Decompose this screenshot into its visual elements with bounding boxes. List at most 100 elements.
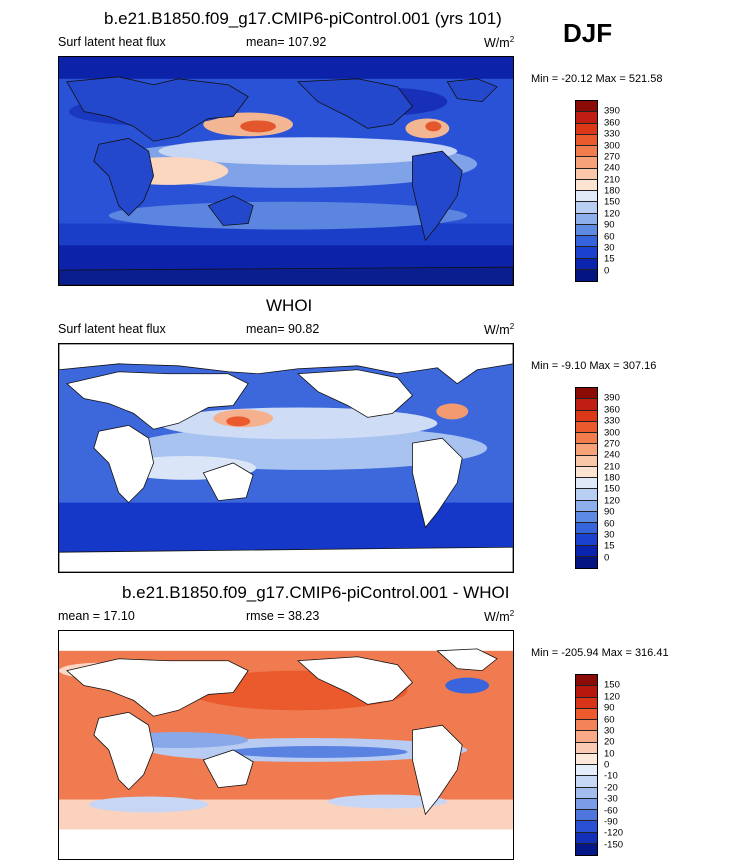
colorbar-tick-label: 30 <box>604 242 615 254</box>
colorbar-tick-label: -60 <box>604 805 618 816</box>
colorbar-tick-label: 120 <box>604 495 620 507</box>
unit-label: W/m2 <box>484 35 515 51</box>
colorbar-swatch <box>576 843 597 855</box>
colorbar-tick-label: 90 <box>604 702 615 714</box>
colorbar-swatch <box>576 798 597 810</box>
colorbar-swatch <box>576 500 597 512</box>
colorbar-swatch <box>576 753 597 765</box>
minmax-stats: Min = -9.10 Max = 307.16 <box>531 360 657 372</box>
colorbar-swatch <box>576 556 597 568</box>
colorbar-tick-label: 180 <box>604 185 620 197</box>
colorbar-tick-label: 390 <box>604 105 620 117</box>
colorbar-swatch <box>576 399 597 411</box>
colorbar-tick-label: 0 <box>604 265 610 277</box>
colorbar-tick-label: 60 <box>604 714 615 725</box>
colorbar-swatch <box>576 421 597 433</box>
colorbar-tick-label: 90 <box>604 219 615 231</box>
colorbar-tick-label: -90 <box>604 816 618 828</box>
colorbar-swatch <box>576 213 597 225</box>
colorbar-swatch <box>576 708 597 720</box>
colorbar-swatch <box>576 388 597 400</box>
colorbar-swatch <box>576 534 597 546</box>
season-label: DJF <box>563 18 613 48</box>
colorbar-swatch <box>576 258 597 270</box>
colorbar-tick-label: 60 <box>604 231 615 242</box>
colorbar-tick-label: 60 <box>604 518 615 529</box>
mean-label: mean= 90.82 <box>246 322 320 336</box>
map-model <box>58 56 514 286</box>
colorbar-swatch <box>576 444 597 456</box>
map-obs <box>58 343 514 573</box>
colorbar-tick-label: 270 <box>604 438 620 450</box>
colorbar-tick-label: 20 <box>604 736 615 748</box>
colorbar-tick-label: 120 <box>604 208 620 220</box>
colorbar-tick-label: 240 <box>604 449 620 461</box>
colorbar-tick-label: -120 <box>604 827 624 839</box>
colorbar-tick-label: 90 <box>604 506 615 518</box>
colorbar-tick-label: -20 <box>604 782 618 794</box>
colorbar-tick-label: 150 <box>604 483 620 495</box>
colorbar-swatch <box>576 478 597 490</box>
colorbar-swatch <box>576 179 597 191</box>
colorbar-tick-label: 390 <box>604 392 620 404</box>
rmse-label: rmse = 38.23 <box>246 609 320 623</box>
colorbar-swatch <box>576 832 597 844</box>
colorbar-tick-label: -10 <box>604 770 618 782</box>
colorbar-tick-label: 270 <box>604 151 620 163</box>
colorbar-swatch <box>576 489 597 501</box>
colorbar-tick-label: 10 <box>604 748 615 760</box>
colorbar-tick-label: 360 <box>604 404 620 416</box>
colorbar-tick-label: 30 <box>604 725 615 737</box>
minmax-stats: Min = -205.94 Max = 316.41 <box>531 647 669 659</box>
colorbar-swatch <box>576 134 597 146</box>
colorbar-swatch <box>576 787 597 799</box>
colorbar-swatch <box>576 168 597 180</box>
colorbar-swatch <box>576 675 597 687</box>
colorbar-swatch <box>576 742 597 754</box>
colorbar-swatch <box>576 810 597 822</box>
colorbar-tick-label: 180 <box>604 472 620 484</box>
colorbar-swatch <box>576 433 597 445</box>
colorbar-swatch <box>576 765 597 777</box>
colorbar-tick-label: 330 <box>604 415 620 427</box>
colorbar-tick-label: 15 <box>604 540 615 552</box>
colorbar-swatch <box>576 697 597 709</box>
colorbar-swatch <box>576 776 597 788</box>
panel-title: b.e21.B1850.f09_g17.CMIP6-piControl.001 … <box>104 9 502 28</box>
colorbar-swatch <box>576 455 597 467</box>
colorbar-swatch <box>576 157 597 169</box>
colorbar <box>575 674 598 856</box>
variable-label: Surf latent heat flux <box>58 322 166 336</box>
colorbar-tick-label: 150 <box>604 679 620 691</box>
colorbar-swatch <box>576 523 597 535</box>
colorbar-tick-label: 30 <box>604 529 615 541</box>
mean-label: mean = 17.10 <box>58 609 135 623</box>
colorbar <box>575 387 598 569</box>
colorbar-tick-label: 0 <box>604 552 610 564</box>
colorbar-tick-label: -150 <box>604 839 624 851</box>
colorbar-swatch <box>576 821 597 833</box>
colorbar-tick-label: 210 <box>604 174 620 186</box>
panel-title: WHOI <box>266 296 313 315</box>
variable-label: Surf latent heat flux <box>58 35 166 49</box>
colorbar-tick-label: 240 <box>604 162 620 174</box>
map-difference <box>58 630 514 860</box>
colorbar-swatch <box>576 112 597 124</box>
colorbar-swatch <box>576 731 597 743</box>
colorbar-tick-label: 15 <box>604 253 615 265</box>
colorbar-swatch <box>576 545 597 557</box>
colorbar-swatch <box>576 466 597 478</box>
colorbar-tick-label: 150 <box>604 196 620 208</box>
colorbar-swatch <box>576 410 597 422</box>
minmax-stats: Min = -20.12 Max = 521.58 <box>531 73 663 85</box>
colorbar-tick-label: 360 <box>604 117 620 129</box>
colorbar-swatch <box>576 269 597 281</box>
colorbar-tick-label: -30 <box>604 793 618 805</box>
panel-title: b.e21.B1850.f09_g17.CMIP6-piControl.001 … <box>122 583 510 602</box>
colorbar-swatch <box>576 101 597 113</box>
unit-label: W/m2 <box>484 322 515 338</box>
colorbar-swatch <box>576 511 597 523</box>
mean-label: mean= 107.92 <box>246 35 327 49</box>
colorbar-swatch <box>576 146 597 158</box>
colorbar-swatch <box>576 236 597 248</box>
